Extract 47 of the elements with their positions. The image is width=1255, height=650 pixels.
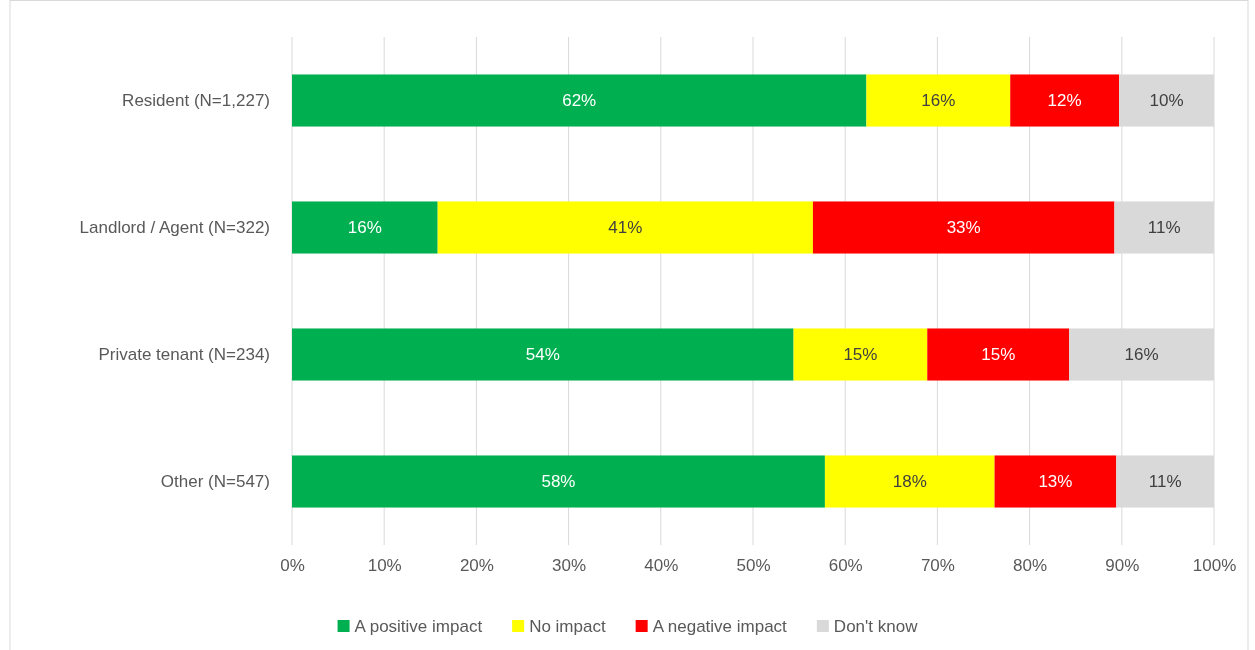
data-label: 16% (347, 218, 382, 238)
data-label: 16% (921, 91, 956, 111)
legend-label: No impact (529, 616, 606, 636)
bar (292, 328, 794, 381)
x-tick-label: 60% (828, 556, 863, 576)
data-label: 62% (562, 91, 597, 111)
x-tick-label: 40% (644, 556, 679, 576)
bar (292, 74, 867, 127)
data-label: 11% (1147, 218, 1181, 238)
x-tick-label: 50% (736, 556, 771, 576)
x-tick-label: 80% (1013, 556, 1048, 576)
bar (866, 74, 1011, 127)
data-label: 33% (946, 218, 981, 238)
legend-label: Don't know (833, 616, 919, 636)
data-label: 54% (525, 345, 560, 365)
bar (292, 455, 825, 508)
data-label: 11% (1148, 472, 1182, 492)
bar (927, 328, 1070, 381)
legend-label: A positive impact (354, 616, 483, 636)
data-label: 10% (1149, 91, 1184, 111)
legend-label: A negative impact (652, 616, 788, 636)
x-tick-label: 30% (552, 556, 587, 576)
data-label: 13% (1038, 472, 1073, 492)
y-tick-label: Landlord / Agent (N=322) (79, 217, 270, 237)
bar (1010, 74, 1120, 127)
data-label: 58% (541, 472, 576, 492)
data-label: 41% (608, 218, 643, 238)
y-tick-label: Other (N=547) (160, 471, 270, 491)
y-tick-label: Private tenant (N=234) (98, 344, 270, 364)
bar (437, 201, 813, 254)
x-tick-label: 20% (459, 556, 494, 576)
x-tick-label: 100% (1192, 556, 1237, 576)
y-tick-label: Resident (N=1,227) (122, 90, 270, 110)
bar (292, 201, 438, 254)
bar (793, 328, 928, 381)
x-tick-label: 0% (280, 556, 305, 576)
data-label: 15% (981, 345, 1016, 365)
bar (994, 455, 1117, 508)
data-label: 15% (843, 345, 878, 365)
bar (824, 455, 995, 508)
bar (812, 201, 1115, 254)
x-tick-label: 90% (1105, 556, 1140, 576)
x-tick-label: 70% (920, 556, 955, 576)
data-label: 18% (892, 472, 927, 492)
data-label: 12% (1047, 91, 1082, 111)
x-tick-label: 10% (367, 556, 402, 576)
data-label: 16% (1124, 345, 1159, 365)
